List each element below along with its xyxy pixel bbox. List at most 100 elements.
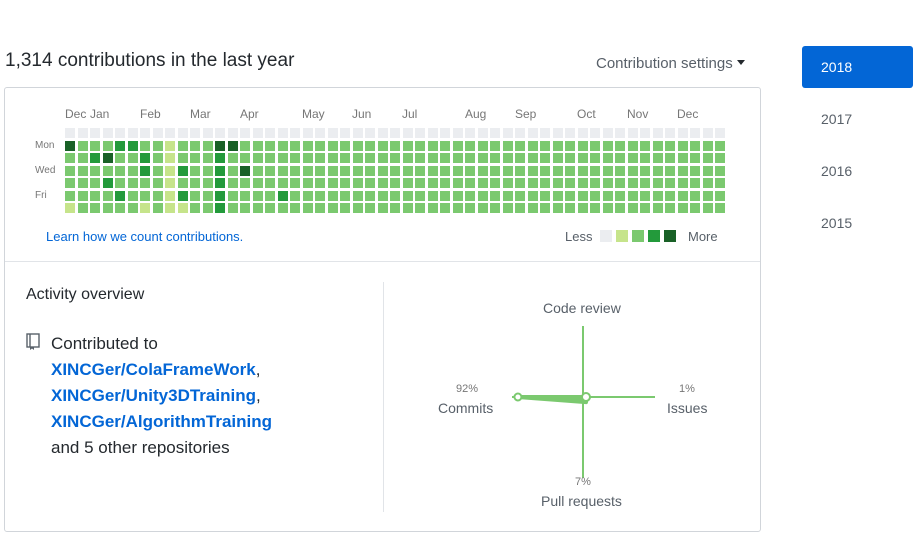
contribution-day-cell[interactable] xyxy=(415,190,425,201)
contribution-day-cell[interactable] xyxy=(390,165,400,176)
contribution-day-cell[interactable] xyxy=(252,178,263,188)
contribution-day-cell[interactable] xyxy=(590,178,600,188)
contribution-day-cell[interactable] xyxy=(640,128,650,138)
contribution-day-cell[interactable] xyxy=(490,190,500,201)
contribution-day-cell[interactable] xyxy=(215,128,225,138)
contribution-day-cell[interactable] xyxy=(215,140,225,151)
learn-contributions-link[interactable]: Learn how we count contributions. xyxy=(46,229,244,244)
contribution-day-cell[interactable] xyxy=(127,165,138,176)
contribution-day-cell[interactable] xyxy=(315,165,325,176)
repo-link-unity3dtraining[interactable]: XINCGer/Unity3DTraining xyxy=(51,386,256,405)
contribution-day-cell[interactable] xyxy=(490,178,500,188)
contribution-day-cell[interactable] xyxy=(265,140,275,151)
contribution-day-cell[interactable] xyxy=(65,165,75,176)
contribution-day-cell[interactable] xyxy=(615,140,625,151)
contribution-day-cell[interactable] xyxy=(577,203,588,213)
contribution-day-cell[interactable] xyxy=(102,153,113,163)
contribution-day-cell[interactable] xyxy=(415,203,425,213)
contribution-day-cell[interactable] xyxy=(252,165,263,176)
contribution-day-cell[interactable] xyxy=(327,190,338,201)
contribution-day-cell[interactable] xyxy=(515,153,525,163)
contribution-day-cell[interactable] xyxy=(127,153,138,163)
contribution-day-cell[interactable] xyxy=(227,190,238,201)
contribution-day-cell[interactable] xyxy=(327,165,338,176)
contribution-day-cell[interactable] xyxy=(177,165,188,176)
contribution-day-cell[interactable] xyxy=(202,203,213,213)
contribution-day-cell[interactable] xyxy=(190,178,200,188)
contribution-day-cell[interactable] xyxy=(252,203,263,213)
contribution-day-cell[interactable] xyxy=(340,153,350,163)
contribution-day-cell[interactable] xyxy=(565,140,575,151)
contribution-day-cell[interactable] xyxy=(577,165,588,176)
contribution-day-cell[interactable] xyxy=(152,203,163,213)
contribution-day-cell[interactable] xyxy=(427,203,438,213)
contribution-day-cell[interactable] xyxy=(640,165,650,176)
contribution-day-cell[interactable] xyxy=(465,165,475,176)
contribution-day-cell[interactable] xyxy=(327,128,338,138)
contribution-day-cell[interactable] xyxy=(277,128,288,138)
repo-link-algorithmtraining[interactable]: XINCGer/AlgorithmTraining xyxy=(51,412,273,431)
contribution-day-cell[interactable] xyxy=(402,190,413,201)
contribution-day-cell[interactable] xyxy=(640,140,650,151)
contribution-day-cell[interactable] xyxy=(515,140,525,151)
contribution-day-cell[interactable] xyxy=(540,140,550,151)
contribution-day-cell[interactable] xyxy=(152,153,163,163)
contribution-day-cell[interactable] xyxy=(77,165,88,176)
contribution-day-cell[interactable] xyxy=(315,140,325,151)
contribution-day-cell[interactable] xyxy=(527,153,538,163)
contribution-day-cell[interactable] xyxy=(527,190,538,201)
contribution-day-cell[interactable] xyxy=(602,128,613,138)
contribution-day-cell[interactable] xyxy=(527,203,538,213)
contribution-day-cell[interactable] xyxy=(290,190,300,201)
contribution-day-cell[interactable] xyxy=(190,128,200,138)
contribution-day-cell[interactable] xyxy=(65,128,75,138)
contribution-day-cell[interactable] xyxy=(65,178,75,188)
contribution-day-cell[interactable] xyxy=(690,140,700,151)
contribution-day-cell[interactable] xyxy=(65,190,75,201)
contribution-day-cell[interactable] xyxy=(665,153,675,163)
contribution-day-cell[interactable] xyxy=(152,178,163,188)
contribution-day-cell[interactable] xyxy=(102,128,113,138)
contribution-day-cell[interactable] xyxy=(390,140,400,151)
contribution-day-cell[interactable] xyxy=(140,178,150,188)
contribution-day-cell[interactable] xyxy=(327,140,338,151)
contribution-day-cell[interactable] xyxy=(477,190,488,201)
contribution-day-cell[interactable] xyxy=(540,128,550,138)
year-button-2015[interactable]: 2015 xyxy=(821,215,853,231)
contribution-day-cell[interactable] xyxy=(565,153,575,163)
contribution-day-cell[interactable] xyxy=(515,165,525,176)
contribution-day-cell[interactable] xyxy=(502,153,513,163)
contribution-day-cell[interactable] xyxy=(102,140,113,151)
contribution-day-cell[interactable] xyxy=(365,165,375,176)
contribution-day-cell[interactable] xyxy=(252,153,263,163)
contribution-day-cell[interactable] xyxy=(302,178,313,188)
contribution-day-cell[interactable] xyxy=(565,128,575,138)
contribution-day-cell[interactable] xyxy=(202,190,213,201)
contribution-day-cell[interactable] xyxy=(477,203,488,213)
contribution-day-cell[interactable] xyxy=(352,153,363,163)
contribution-day-cell[interactable] xyxy=(202,165,213,176)
contribution-day-cell[interactable] xyxy=(90,165,100,176)
contribution-day-cell[interactable] xyxy=(352,140,363,151)
contribution-day-cell[interactable] xyxy=(465,153,475,163)
contribution-day-cell[interactable] xyxy=(140,165,150,176)
contribution-day-cell[interactable] xyxy=(440,178,450,188)
contribution-day-cell[interactable] xyxy=(127,190,138,201)
year-button-2018[interactable]: 2018 xyxy=(802,46,913,88)
contribution-day-cell[interactable] xyxy=(627,203,638,213)
contribution-day-cell[interactable] xyxy=(440,190,450,201)
contribution-day-cell[interactable] xyxy=(427,165,438,176)
contribution-day-cell[interactable] xyxy=(240,203,250,213)
contribution-day-cell[interactable] xyxy=(90,178,100,188)
contribution-day-cell[interactable] xyxy=(427,153,438,163)
contribution-day-cell[interactable] xyxy=(77,128,88,138)
contribution-day-cell[interactable] xyxy=(377,153,388,163)
contribution-day-cell[interactable] xyxy=(627,140,638,151)
contribution-day-cell[interactable] xyxy=(102,178,113,188)
contribution-day-cell[interactable] xyxy=(602,153,613,163)
contribution-day-cell[interactable] xyxy=(552,190,563,201)
contribution-day-cell[interactable] xyxy=(65,203,75,213)
contribution-day-cell[interactable] xyxy=(190,190,200,201)
contribution-day-cell[interactable] xyxy=(502,178,513,188)
contribution-day-cell[interactable] xyxy=(415,128,425,138)
